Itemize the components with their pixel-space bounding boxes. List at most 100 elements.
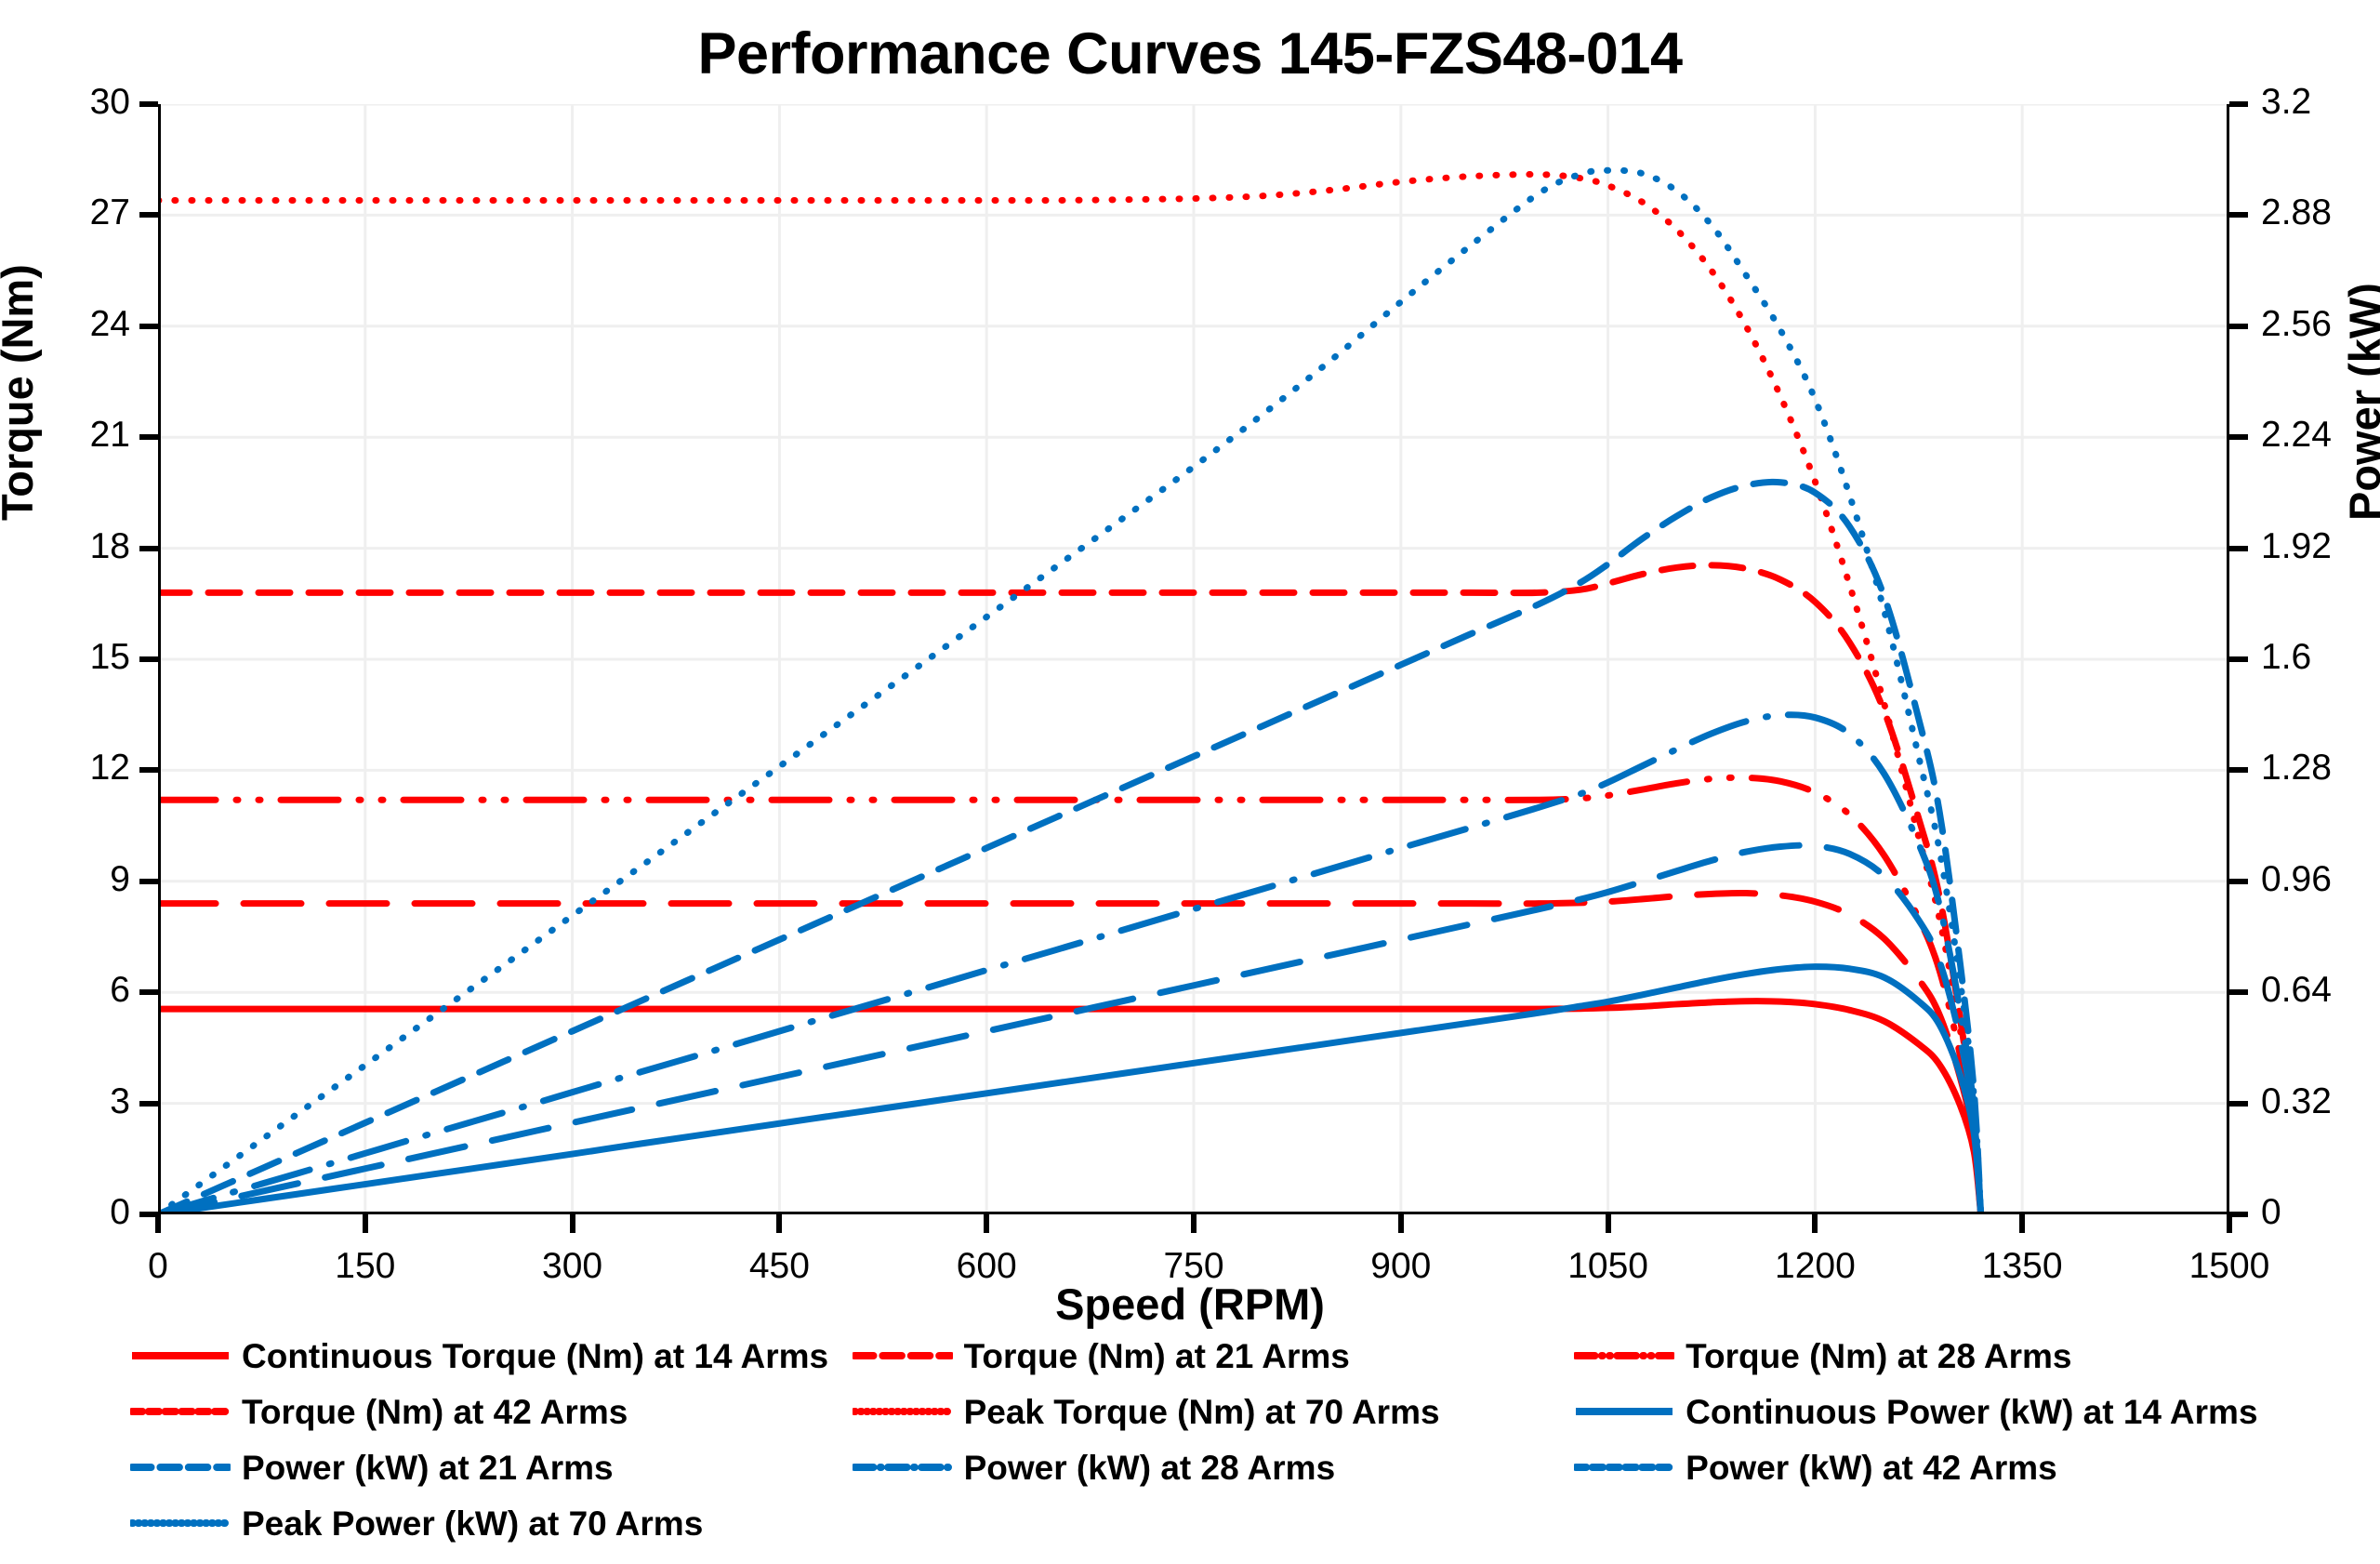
- y-right-tick: [2229, 545, 2248, 551]
- x-tick: [155, 1214, 161, 1233]
- legend-continuous-power-14a[interactable]: Continuous Power (kW) at 14 Arms: [1574, 1387, 2296, 1436]
- y-right-tick-label: 1.6: [2261, 637, 2312, 677]
- y-left-tick-label: 18: [89, 525, 130, 566]
- y-right-tick: [2229, 989, 2248, 996]
- series-line-8: [158, 478, 1985, 1214]
- x-tick: [984, 1214, 990, 1233]
- x-tick-label: 600: [956, 1246, 1017, 1286]
- legend-torque-42a[interactable]: Torque (Nm) at 42 Arms: [130, 1387, 853, 1436]
- y-left-tick: [139, 1100, 158, 1107]
- series-line-5: [158, 963, 1985, 1214]
- y-left-tick: [139, 656, 158, 662]
- y-left-tick: [139, 545, 158, 551]
- legend-item-label: Torque (Nm) at 42 Arms: [242, 1392, 628, 1431]
- legend-torque-28a[interactable]: Torque (Nm) at 28 Arms: [1574, 1332, 2296, 1380]
- x-tick-label: 0: [148, 1246, 168, 1286]
- y-left-tick: [139, 434, 158, 441]
- series-line-4: [158, 171, 1985, 1214]
- y-left-tick-label: 24: [89, 303, 130, 344]
- legend-key-swatch: [852, 1344, 953, 1368]
- x-tick: [1812, 1214, 1818, 1233]
- legend-key-swatch: [1574, 1455, 1675, 1479]
- y-right-tick-label: 2.56: [2261, 303, 2332, 344]
- y-left-tick-label: 3: [110, 1080, 130, 1121]
- x-tick-label: 1350: [1981, 1246, 2063, 1286]
- y-right-tick-label: 3.2: [2261, 82, 2312, 122]
- legend-key-swatch: [852, 1399, 953, 1424]
- y-left-tick-label: 12: [89, 748, 130, 789]
- plot-area: [158, 104, 2229, 1214]
- legend-item-label: Power (kW) at 42 Arms: [1686, 1448, 2057, 1487]
- legend-key-swatch: [130, 1455, 231, 1479]
- y-right-tick: [2229, 323, 2248, 329]
- y-left-tick: [139, 101, 158, 107]
- y-right-tick-label: 0: [2261, 1192, 2281, 1232]
- x-tick-label: 450: [748, 1246, 810, 1286]
- chart-title: Performance Curves 145-FZS48-014: [697, 21, 1683, 86]
- y-right-tick-label: 0.32: [2261, 1080, 2332, 1121]
- x-tick: [2019, 1214, 2026, 1233]
- series-line-2: [158, 774, 1985, 1214]
- y-right-tick: [2229, 656, 2248, 662]
- y-left-tick: [139, 878, 158, 884]
- x-tick-label: 1050: [1567, 1246, 1648, 1286]
- legend-item-label: Torque (Nm) at 28 Arms: [1686, 1336, 2072, 1375]
- y-left-tick-label: 9: [110, 858, 130, 899]
- x-tick-label: 1500: [2188, 1246, 2270, 1286]
- y-left-tick-label: 15: [89, 637, 130, 677]
- x-tick: [362, 1214, 368, 1233]
- legend-key-swatch: [1574, 1399, 1674, 1424]
- x-tick: [776, 1214, 783, 1233]
- legend-item-label: Peak Torque (Nm) at 70 Arms: [963, 1392, 1440, 1431]
- legend-key-swatch: [852, 1455, 953, 1479]
- legend-key-swatch: [130, 1344, 231, 1368]
- series-line-3: [158, 562, 1985, 1214]
- y-right-tick-label: 1.92: [2261, 525, 2332, 566]
- legend-peak-power-70a[interactable]: Peak Power (kW) at 70 Arms: [130, 1499, 853, 1547]
- y-right-tick: [2229, 212, 2248, 219]
- legend-key-swatch: [130, 1399, 231, 1424]
- x-tick-label: 1200: [1775, 1246, 1856, 1286]
- legend-item-label: Power (kW) at 28 Arms: [963, 1448, 1336, 1487]
- series-line-1: [158, 889, 1985, 1214]
- legend-continuous-torque-14a[interactable]: Continuous Torque (Nm) at 14 Arms: [130, 1332, 853, 1380]
- y-right-tick-label: 0.64: [2261, 970, 2332, 1011]
- legend-peak-torque-70a[interactable]: Peak Torque (Nm) at 70 Arms: [852, 1387, 1575, 1436]
- chart-legend: Continuous Torque (Nm) at 14 Arms Torque …: [130, 1332, 2296, 1547]
- legend-torque-21a[interactable]: Torque (Nm) at 21 Arms: [852, 1332, 1575, 1380]
- x-tick-label: 900: [1370, 1246, 1432, 1286]
- legend-power-21a[interactable]: Power (kW) at 21 Arms: [130, 1443, 853, 1491]
- y-axis-left-title: Torque (Nm): [0, 264, 42, 521]
- y-left-tick-label: 27: [89, 192, 130, 233]
- x-tick: [2227, 1214, 2232, 1233]
- x-tick-label: 300: [542, 1246, 603, 1286]
- y-left-tick-label: 30: [89, 82, 130, 122]
- y-left-tick-label: 21: [89, 415, 130, 456]
- legend-item-label: Continuous Power (kW) at 14 Arms: [1686, 1392, 2258, 1431]
- y-left-tick: [139, 323, 158, 329]
- y-right-tick-label: 1.28: [2261, 748, 2332, 789]
- plot-svg: [158, 104, 2229, 1214]
- legend-power-42a[interactable]: Power (kW) at 42 Arms: [1574, 1443, 2296, 1491]
- x-tick-label: 150: [335, 1246, 396, 1286]
- series-line-0: [158, 998, 1985, 1214]
- y-right-tick: [2229, 1212, 2248, 1217]
- legend-power-28a[interactable]: Power (kW) at 28 Arms: [852, 1443, 1575, 1491]
- y-right-tick: [2229, 767, 2248, 774]
- legend-item-label: Peak Power (kW) at 70 Arms: [242, 1504, 704, 1543]
- legend-item-label: Torque (Nm) at 21 Arms: [963, 1336, 1350, 1375]
- y-left-tick-label: 6: [110, 970, 130, 1011]
- y-left-tick: [139, 212, 158, 219]
- x-tick-label: 750: [1163, 1246, 1224, 1286]
- series-line-6: [158, 842, 1985, 1214]
- x-tick: [1191, 1214, 1197, 1233]
- y-left-tick: [139, 1212, 158, 1217]
- legend-key-swatch: [1574, 1344, 1675, 1368]
- legend-key-swatch: [130, 1511, 231, 1535]
- legend-item-label: Power (kW) at 21 Arms: [242, 1448, 614, 1487]
- y-right-tick: [2229, 434, 2248, 441]
- y-right-tick-label: 2.88: [2261, 192, 2332, 233]
- y-left-tick: [139, 767, 158, 774]
- x-tick: [1397, 1214, 1404, 1233]
